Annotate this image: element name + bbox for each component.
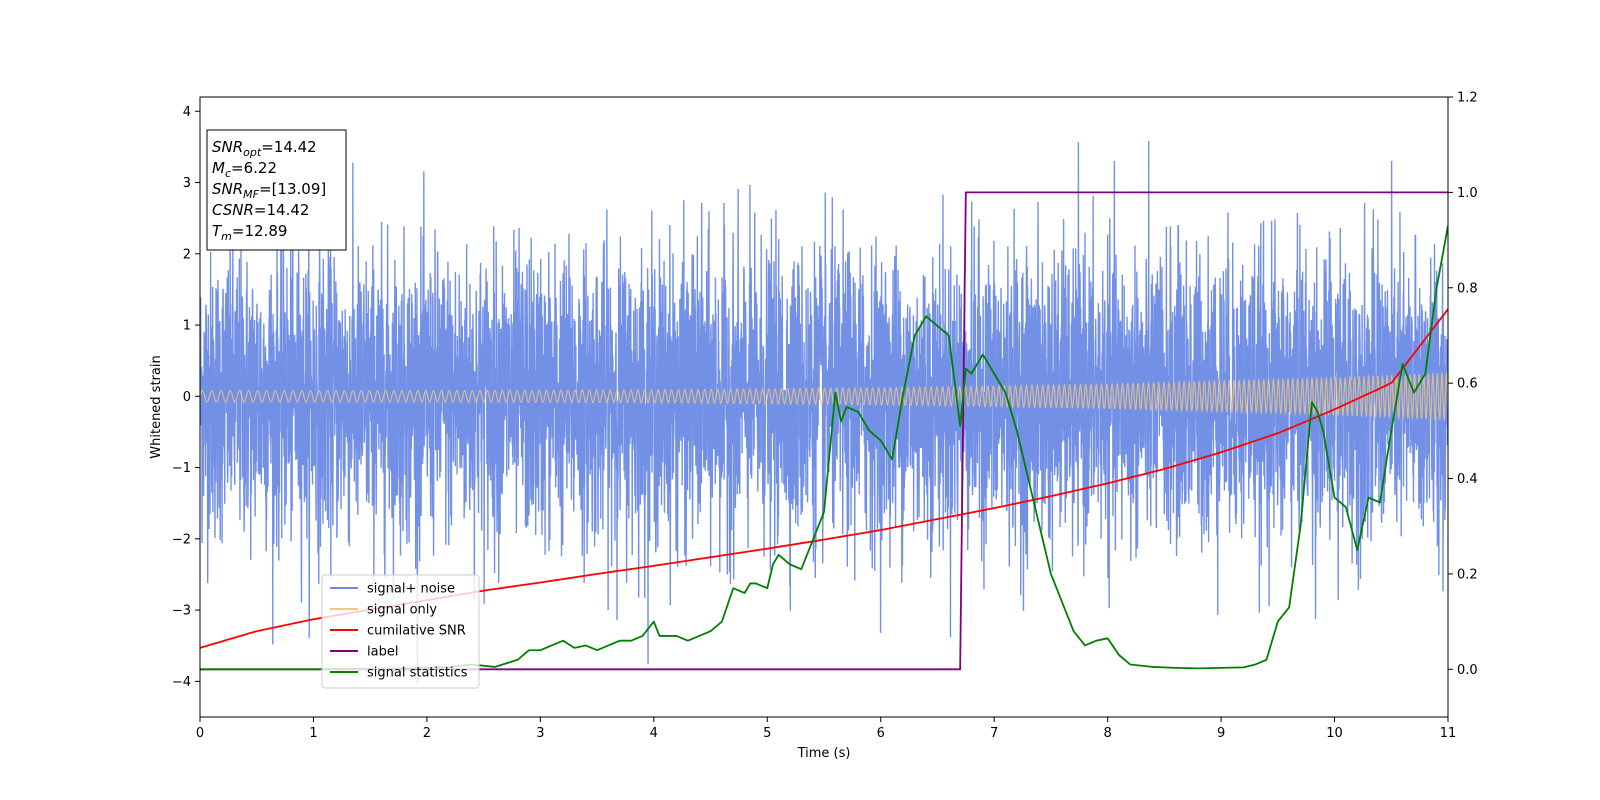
legend-entry: label bbox=[330, 645, 398, 660]
x-tick-label: 6 bbox=[877, 726, 885, 741]
y2-tick-label: 1.0 bbox=[1457, 186, 1478, 201]
x-tick-label: 5 bbox=[763, 726, 771, 741]
x-tick-label: 8 bbox=[1103, 726, 1111, 741]
y-tick-label: −4 bbox=[172, 675, 191, 690]
x-tick-label: 4 bbox=[650, 726, 658, 741]
annotation-frame bbox=[206, 129, 347, 251]
legend: signal+ noise signal only cumilative SNR la… bbox=[321, 574, 480, 689]
series-label bbox=[200, 191, 1448, 671]
legend-frame bbox=[321, 574, 480, 689]
legend-label: signal statistics bbox=[367, 666, 468, 681]
y-tick-label: −2 bbox=[172, 532, 191, 547]
y2-tick-label: 0.2 bbox=[1457, 567, 1478, 582]
x-tick-label: 11 bbox=[1440, 726, 1457, 741]
x-tick-label: 2 bbox=[423, 726, 431, 741]
annotation-line: Tm=12.89 bbox=[212, 222, 287, 243]
legend-label: signal only bbox=[367, 603, 437, 618]
y-tick-label: 0 bbox=[183, 390, 191, 405]
legend-entry: signal statistics bbox=[330, 666, 468, 681]
y-tick-label: 3 bbox=[183, 176, 191, 191]
legend-label: cumilative SNR bbox=[367, 624, 466, 639]
series-signal-statistics bbox=[200, 225, 1448, 671]
annotation-line: SNRopt=14.42 bbox=[212, 138, 317, 159]
y-tick-label: 2 bbox=[183, 247, 191, 262]
y2-tick-label: 0.4 bbox=[1457, 472, 1478, 487]
legend-label: label bbox=[367, 645, 398, 660]
x-tick-label: 10 bbox=[1326, 726, 1343, 741]
x-tick-label: 1 bbox=[309, 726, 317, 741]
stats-annotation-box: SNRopt=14.42Mc=6.22SNRMF=[13.09]CSNR=14.… bbox=[206, 129, 347, 251]
x-tick-label: 0 bbox=[196, 726, 204, 741]
y-axis-left: −4 −3 −2 −1 0 1 2 3 4 bbox=[172, 105, 200, 690]
y-axis-label: Whitened strain bbox=[149, 355, 164, 458]
y2-tick-label: 0.8 bbox=[1457, 281, 1478, 296]
y-axis-right: 0.0 0.2 0.4 0.6 0.8 1.0 1.2 bbox=[1448, 91, 1478, 678]
annotation-line: Mc=6.22 bbox=[212, 159, 277, 180]
legend-entry: signal only bbox=[330, 603, 437, 618]
series-signal-noise bbox=[200, 140, 1448, 683]
axes-frame bbox=[199, 96, 1449, 718]
y2-tick-label: 0.0 bbox=[1457, 663, 1478, 678]
x-axis-label: Time (s) bbox=[797, 746, 851, 761]
y2-tick-label: 0.6 bbox=[1457, 377, 1478, 392]
x-tick-label: 9 bbox=[1217, 726, 1225, 741]
y-tick-label: 1 bbox=[183, 319, 191, 334]
x-tick-label: 7 bbox=[990, 726, 998, 741]
legend-label: signal+ noise bbox=[367, 582, 455, 597]
y-tick-label: −3 bbox=[172, 604, 191, 619]
x-tick-label: 3 bbox=[536, 726, 544, 741]
y-tick-label: 4 bbox=[183, 105, 191, 120]
legend-entry: signal+ noise bbox=[330, 582, 455, 597]
y2-tick-label: 1.2 bbox=[1457, 91, 1478, 106]
x-axis: 0 1 2 3 4 5 6 7 8 9 10 11 bbox=[196, 717, 1456, 741]
annotation-line: SNRMF=[13.09] bbox=[212, 180, 326, 201]
y-tick-label: −1 bbox=[172, 461, 191, 476]
legend-entry: cumilative SNR bbox=[330, 624, 466, 639]
annotation-line: CSNR=14.42 bbox=[212, 201, 309, 219]
series-signal-only bbox=[200, 370, 1448, 422]
